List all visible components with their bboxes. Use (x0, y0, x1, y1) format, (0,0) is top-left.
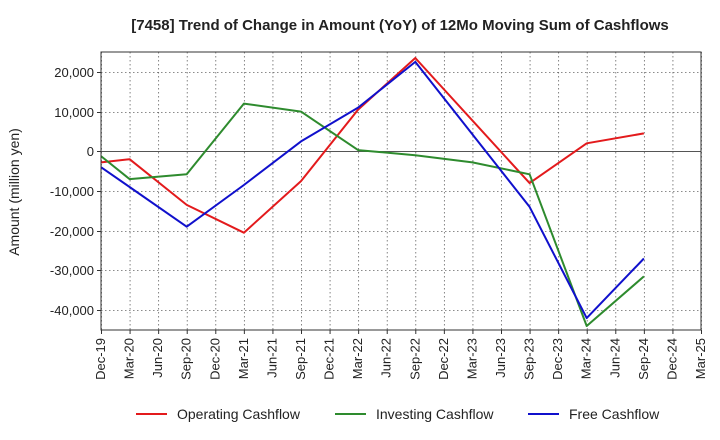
x-tick-label: Mar-20 (122, 338, 137, 379)
x-tick-label: Jun-22 (379, 338, 394, 378)
x-tick-label: Dec-23 (550, 338, 565, 380)
tick-layer: Dec-19 Mar-20 Jun-20 Sep-20 Dec-20 Mar-21 Jun-… (50, 65, 708, 380)
grid-layer (101, 52, 702, 330)
series-line-investing-cashflow (100, 102, 645, 327)
series-layer (100, 57, 645, 327)
x-tick-label: Dec-19 (93, 338, 108, 380)
x-tick-label: Jun-20 (150, 338, 165, 378)
x-tick-label: Dec-20 (207, 338, 222, 380)
chart-title: [7458] Trend of Change in Amount (YoY) o… (131, 17, 669, 34)
x-tick-label: Jun-24 (607, 338, 622, 378)
x-tick-label: Jun-21 (264, 338, 279, 378)
legend-layer: Operating Cashflow Investing Cashflow Free… (136, 406, 660, 422)
x-tick-label: Dec-24 (664, 338, 679, 380)
x-tick-label: Sep-23 (522, 338, 537, 380)
y-axis-label: Amount (million yen) (6, 128, 22, 256)
x-tick-label: Sep-21 (293, 338, 308, 380)
y-tick-label: 10,000 (54, 105, 94, 120)
x-tick-label: Mar-25 (693, 338, 708, 379)
y-tick-label: 20,000 (54, 65, 94, 80)
x-tick-label: Sep-20 (179, 338, 194, 380)
legend-label-free-cashflow: Free Cashflow (569, 406, 660, 422)
y-tick-label: -20,000 (50, 224, 94, 239)
y-tick-label: -10,000 (50, 184, 94, 199)
x-tick-label: Sep-22 (407, 338, 422, 380)
x-tick-label: Jun-23 (493, 338, 508, 378)
x-tick-label: Dec-22 (436, 338, 451, 380)
y-tick-label: -30,000 (50, 263, 94, 278)
y-tick-label: 0 (87, 144, 94, 159)
series-line-operating-cashflow (100, 57, 645, 234)
legend-label-investing-cashflow: Investing Cashflow (376, 406, 494, 422)
x-tick-label: Mar-23 (464, 338, 479, 379)
y-tick-label: -40,000 (50, 303, 94, 318)
x-tick-label: Mar-22 (350, 338, 365, 379)
x-tick-label: Dec-21 (322, 338, 337, 380)
series-line-free-cashflow (100, 60, 645, 320)
legend-label-operating-cashflow: Operating Cashflow (177, 406, 301, 422)
x-tick-label: Mar-21 (236, 338, 251, 379)
x-tick-label: Sep-24 (636, 338, 651, 380)
x-tick-label: Mar-24 (579, 338, 594, 379)
plot-frame (100, 51, 702, 331)
